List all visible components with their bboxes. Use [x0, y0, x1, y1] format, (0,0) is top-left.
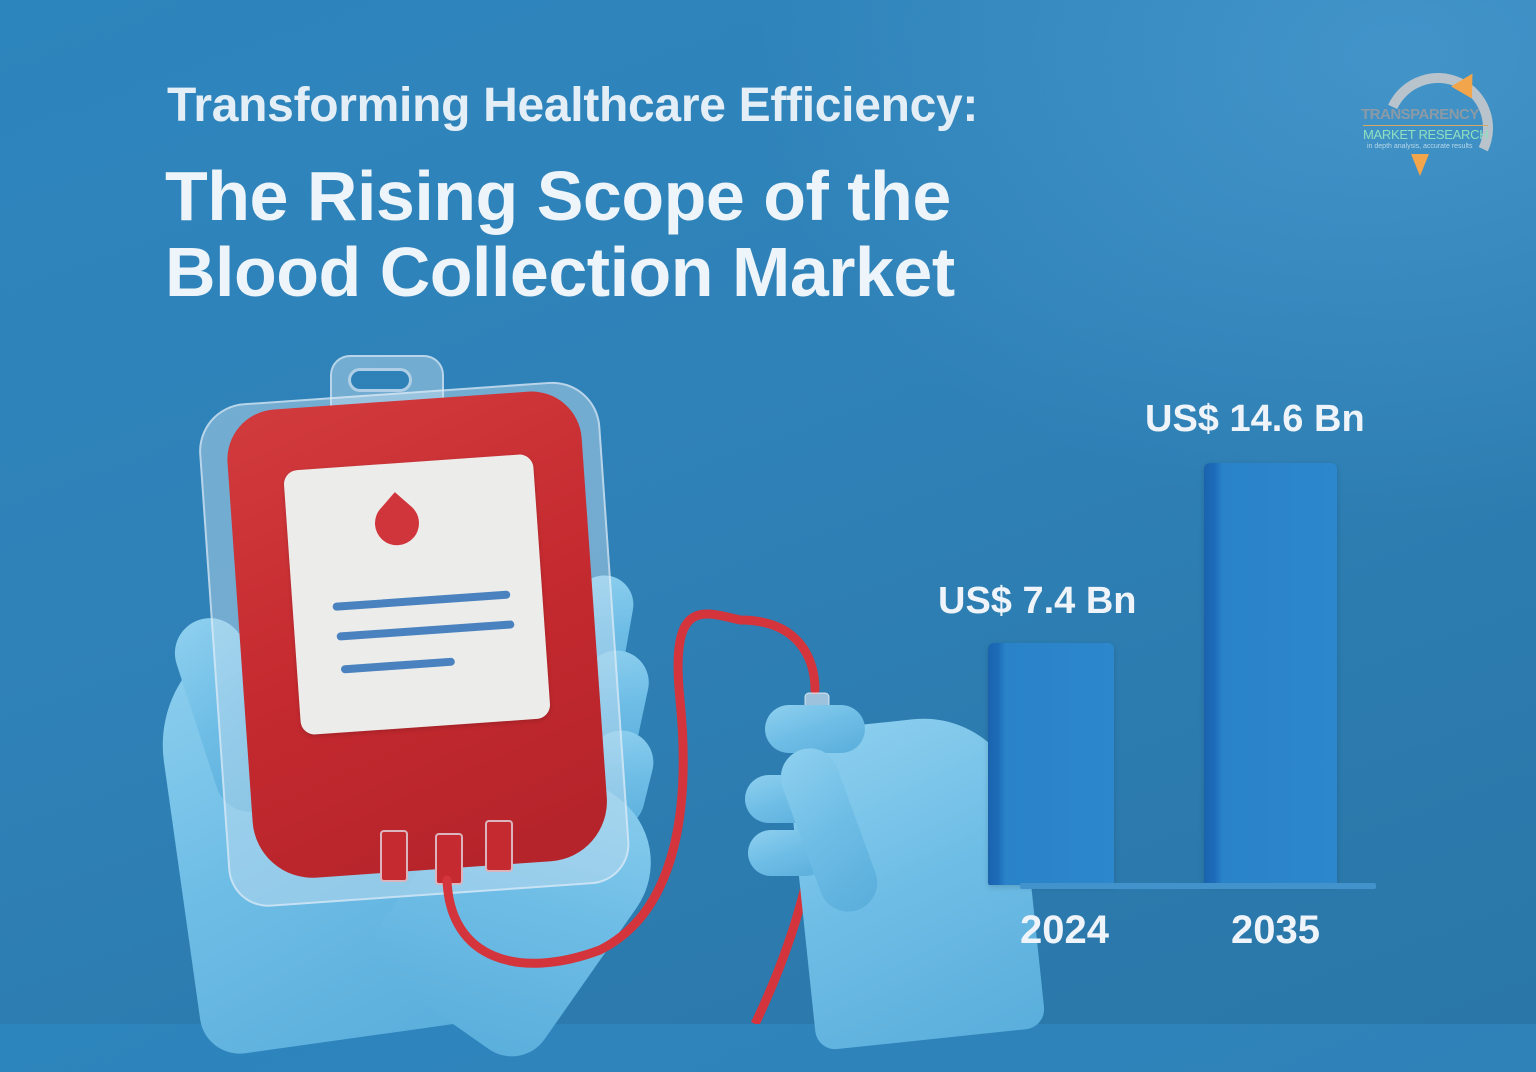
logo-tagline: in depth analysis, accurate results [1367, 143, 1473, 150]
page-title-line-1: The Rising Scope of the [165, 157, 951, 235]
bag-port-1 [380, 830, 408, 882]
page-title-line-2: Blood Collection Market [165, 233, 955, 311]
bag-port-3 [485, 820, 513, 872]
logo-arrow-down-icon [1411, 154, 1429, 176]
right-glove-finger-1 [765, 705, 865, 753]
bag-hanger-hole [348, 368, 412, 392]
company-logo: TRANSPARENCY MARKET RESEARCH in depth an… [1355, 57, 1509, 199]
page-title: The Rising Scope of the Blood Collection… [165, 158, 955, 310]
logo-brand-subname: MARKET RESEARCH [1363, 125, 1489, 142]
background-glow [636, 0, 1536, 600]
logo-brand-name: TRANSPARENCY [1361, 106, 1479, 123]
page-subtitle: Transforming Healthcare Efficiency: [167, 79, 979, 132]
